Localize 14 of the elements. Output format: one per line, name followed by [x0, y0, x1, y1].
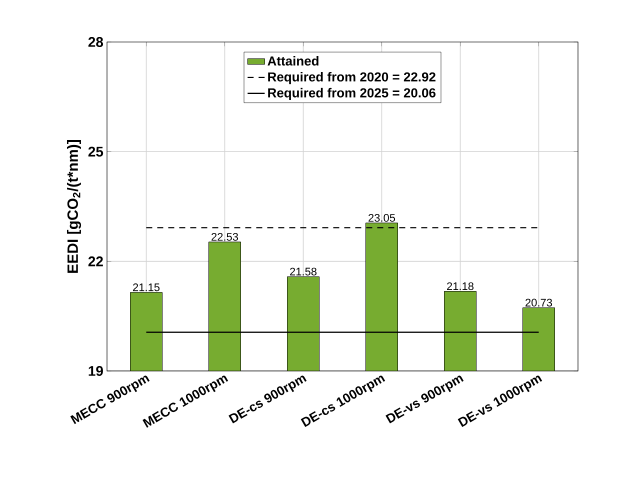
data-label: 20.73	[526, 298, 552, 307]
y-tick-label: 19	[88, 366, 103, 376]
legend-label: Required from 2025 = 20.06	[268, 88, 436, 100]
data-label: 22.53	[212, 232, 238, 241]
y-tick-label: 25	[88, 146, 104, 157]
legend-label: Attained	[268, 56, 318, 66]
data-label: 23.05	[368, 214, 396, 222]
data-label: 21.58	[290, 268, 317, 276]
data-label: 21.15	[133, 283, 160, 292]
data-label: 21.18	[447, 282, 474, 290]
legend-label: Required from 2020 = 22.92	[268, 72, 436, 84]
y-tick-label: 28	[88, 37, 104, 47]
y-tick-label: 22	[88, 256, 103, 266]
y-axis-title: EEDI [gCO$_{2}$/(t*nm)]	[66, 140, 82, 273]
